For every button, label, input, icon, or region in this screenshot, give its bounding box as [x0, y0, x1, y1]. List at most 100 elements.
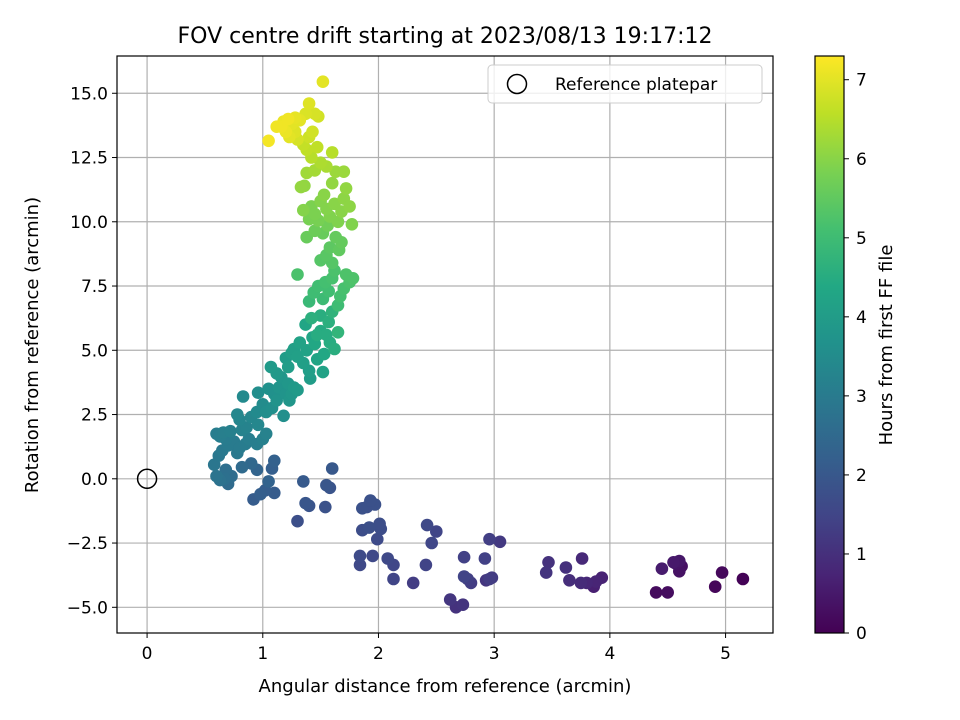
colorbar-gradient [814, 55, 845, 634]
data-point [331, 215, 345, 229]
data-point [456, 598, 470, 611]
data-point [297, 475, 310, 488]
grid-lines [117, 56, 773, 633]
data-point [302, 97, 316, 110]
data-point [291, 268, 304, 281]
data-point [708, 580, 722, 593]
data-point [667, 556, 680, 569]
data-point [310, 328, 324, 342]
colorbar-ticks: 0 1 2 3 4 5 6 7 [844, 71, 867, 644]
data-point [328, 342, 341, 356]
data-point [251, 386, 265, 400]
y-tick-label: 2.5 [81, 406, 108, 426]
colorbar-label: Hours from first FF file [876, 245, 897, 446]
data-point [322, 315, 336, 329]
data-point [478, 552, 492, 565]
data-point [574, 576, 588, 590]
data-point [316, 75, 330, 88]
data-point [281, 112, 295, 126]
data-point [262, 134, 275, 148]
y-tick-label: 5.0 [81, 341, 108, 361]
data-point [483, 532, 496, 546]
data-point [294, 180, 308, 194]
data-point [443, 593, 457, 606]
data-point [291, 514, 304, 528]
data-point [387, 572, 400, 586]
data-point [251, 418, 265, 432]
data-point [305, 311, 318, 325]
data-point [331, 326, 345, 339]
data-point [231, 408, 244, 421]
data-point [259, 427, 273, 441]
data-point [364, 494, 377, 507]
data-point [589, 575, 603, 588]
data-point [575, 552, 589, 565]
data-point [715, 566, 729, 579]
data-point [406, 576, 420, 590]
data-point [316, 365, 330, 379]
data-point [353, 558, 367, 572]
data-point [210, 469, 223, 483]
x-axis-label: Angular distance from reference (arcmin) [259, 676, 632, 697]
data-point [317, 347, 331, 361]
y-tick-label: −2.5 [67, 534, 108, 554]
data-point [325, 462, 339, 475]
data-point [655, 562, 669, 575]
data-point [236, 390, 250, 403]
legend-entry-label: Reference platepar [555, 75, 717, 95]
data-point [353, 549, 367, 563]
data-point [493, 535, 507, 549]
data-point [356, 502, 369, 515]
data-point [270, 120, 284, 133]
data-point [736, 572, 750, 586]
x-tick-label: 3 [489, 644, 500, 664]
data-point [320, 478, 333, 492]
data-point [483, 572, 496, 586]
colorbar-tick-label: 5 [856, 229, 867, 249]
data-point [254, 487, 267, 501]
data-point [457, 550, 471, 564]
data-point [457, 570, 471, 583]
data-point [291, 350, 304, 364]
y-tick-label: 10.0 [70, 213, 108, 233]
data-point [425, 536, 439, 550]
data-point [264, 360, 278, 374]
data-point [381, 552, 395, 565]
plot-frame [116, 55, 774, 634]
data-point [308, 224, 322, 238]
y-tick-label: −5.0 [67, 598, 108, 618]
y-tick-label: 15.0 [70, 84, 108, 104]
reference-marker-layer [136, 468, 158, 490]
data-point [559, 561, 573, 574]
data-point [310, 140, 324, 154]
data-point [281, 360, 295, 374]
data-point [430, 525, 443, 538]
y-tick-label: 7.5 [81, 277, 108, 297]
colorbar-tick-label: 1 [856, 545, 867, 565]
data-point [362, 521, 376, 534]
colorbar-tick-label: 2 [856, 466, 867, 486]
x-axis: 0 1 2 3 4 5 [142, 633, 731, 664]
data-point [314, 156, 327, 169]
data-point [345, 218, 359, 231]
colorbar-tick-label: 6 [856, 150, 867, 170]
x-tick-label: 5 [720, 644, 731, 664]
legend: Reference platepar [487, 64, 763, 104]
data-point [563, 574, 576, 587]
data-point [346, 272, 360, 285]
y-axis: −5.0 −2.5 0.0 2.5 5.0 7.5 10.0 12.5 15.0 [67, 84, 117, 618]
data-point [420, 518, 434, 532]
data-point [325, 176, 339, 190]
data-point [343, 200, 356, 213]
data-point [297, 203, 310, 217]
data-point [649, 586, 663, 599]
colorbar-tick-label: 4 [856, 308, 867, 328]
data-point [325, 146, 339, 159]
chart-title: FOV centre drift starting at 2023/08/13 … [178, 24, 713, 49]
data-point [277, 409, 290, 423]
data-point [235, 460, 249, 474]
colorbar: 0 1 2 3 4 5 6 7 Hours from first FF file [814, 55, 897, 644]
data-point [270, 394, 284, 407]
data-point [542, 556, 555, 569]
